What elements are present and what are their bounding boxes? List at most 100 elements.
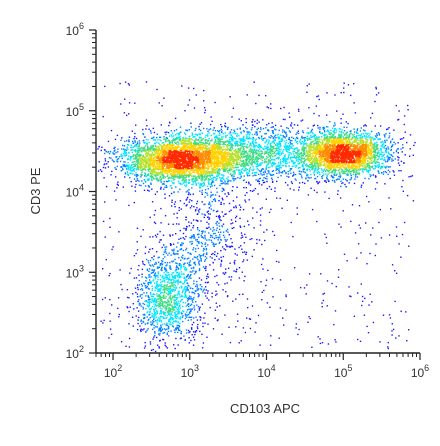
event-point xyxy=(158,178,160,181)
event-point xyxy=(282,165,285,167)
event-point xyxy=(298,152,300,154)
event-point xyxy=(163,180,165,183)
event-point xyxy=(354,137,356,139)
event-point xyxy=(406,194,409,197)
event-point xyxy=(293,173,295,175)
event-point xyxy=(172,252,175,255)
event-point xyxy=(394,270,396,272)
event-point xyxy=(328,131,331,134)
event-point xyxy=(216,135,218,137)
event-point xyxy=(202,250,205,252)
event-point xyxy=(242,139,245,141)
event-point xyxy=(272,152,274,155)
event-point xyxy=(188,311,191,313)
event-point xyxy=(159,136,162,139)
event-point xyxy=(148,141,150,144)
event-point xyxy=(250,161,252,163)
event-point xyxy=(160,222,162,224)
event-point xyxy=(236,268,238,270)
event-point xyxy=(310,138,312,141)
event-point xyxy=(154,148,157,150)
event-point xyxy=(273,234,276,236)
event-point xyxy=(301,147,304,149)
event-point xyxy=(274,159,276,161)
event-point xyxy=(165,136,168,139)
event-point xyxy=(225,141,228,143)
event-point xyxy=(218,258,220,260)
event-point xyxy=(169,296,171,299)
event-point xyxy=(133,149,135,152)
event-point xyxy=(145,295,147,297)
event-point xyxy=(139,148,141,150)
event-point xyxy=(141,147,144,149)
event-point xyxy=(174,331,176,334)
event-point xyxy=(335,285,337,288)
event-point xyxy=(195,285,197,287)
event-point xyxy=(193,317,195,319)
event-point xyxy=(168,288,170,291)
event-point xyxy=(198,230,201,232)
event-point xyxy=(218,168,221,170)
event-point xyxy=(193,273,196,275)
event-point xyxy=(265,132,267,135)
event-point xyxy=(148,178,150,180)
event-point xyxy=(336,173,338,175)
event-point xyxy=(141,171,143,173)
event-point xyxy=(308,316,310,318)
event-point xyxy=(154,142,157,145)
event-point xyxy=(359,169,361,171)
event-point xyxy=(141,168,144,171)
event-point xyxy=(163,287,165,289)
event-point xyxy=(190,303,193,305)
event-point xyxy=(271,141,273,143)
event-point xyxy=(329,133,332,135)
event-point xyxy=(242,162,245,165)
event-point xyxy=(222,223,225,225)
event-point xyxy=(292,161,295,163)
event-point xyxy=(135,180,137,182)
event-point xyxy=(215,237,217,239)
event-point xyxy=(154,298,156,301)
event-point xyxy=(218,170,220,172)
event-point xyxy=(291,147,293,149)
event-point xyxy=(229,173,231,176)
event-point xyxy=(226,245,228,247)
event-point xyxy=(173,290,175,292)
event-point xyxy=(165,295,167,298)
event-point xyxy=(175,314,178,316)
event-point xyxy=(137,161,140,163)
event-point xyxy=(179,316,182,318)
event-point xyxy=(131,170,133,172)
event-point xyxy=(165,133,167,136)
event-point xyxy=(269,159,272,162)
event-point xyxy=(192,235,194,238)
event-point xyxy=(291,143,293,145)
event-point xyxy=(261,179,264,182)
event-point xyxy=(279,150,281,153)
event-point xyxy=(165,288,167,291)
event-point xyxy=(273,140,275,142)
event-point xyxy=(292,156,294,159)
event-point xyxy=(124,161,126,163)
event-point xyxy=(126,171,129,174)
event-point xyxy=(166,264,168,266)
event-point xyxy=(256,122,258,125)
event-point xyxy=(368,201,370,203)
event-point xyxy=(177,328,180,330)
event-point xyxy=(255,149,258,151)
event-point xyxy=(183,202,185,205)
event-point xyxy=(262,155,264,158)
event-point xyxy=(148,147,150,149)
event-point xyxy=(137,179,139,182)
event-point xyxy=(207,140,209,142)
event-point xyxy=(185,332,188,334)
event-point xyxy=(164,267,167,270)
event-point xyxy=(191,334,193,336)
event-point xyxy=(237,148,240,150)
event-point xyxy=(154,272,157,274)
event-point xyxy=(216,319,219,322)
event-point xyxy=(166,275,168,277)
event-point xyxy=(340,91,342,94)
event-point xyxy=(390,208,392,210)
event-point xyxy=(201,178,203,180)
